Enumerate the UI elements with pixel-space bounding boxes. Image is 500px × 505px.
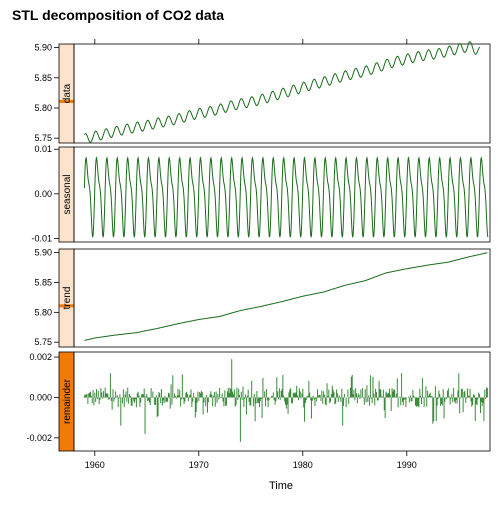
x-axis: 1960 1970 1980 1990 bbox=[85, 39, 417, 470]
plot-frame-data bbox=[73, 43, 491, 144]
y-tick-label-seasonal: 0.00 bbox=[34, 189, 52, 199]
y-tick-label-remainder: 0.002 bbox=[29, 352, 52, 362]
y-tick-label-data: 5.75 bbox=[34, 133, 52, 143]
x-tick-label: 1980 bbox=[293, 460, 313, 470]
y-tick-label-data: 5.90 bbox=[34, 43, 52, 53]
panel-remainder: remainder -0.002 0.000 0.002 bbox=[26, 351, 491, 452]
y-tick-label-remainder: -0.002 bbox=[26, 433, 52, 443]
x-axis-title: Time bbox=[269, 480, 293, 492]
panel-data: data 5.75 5.80 5.85 5.90 bbox=[34, 41, 491, 144]
plot-frame-seasonal bbox=[73, 146, 491, 243]
x-tick-label: 1990 bbox=[397, 460, 417, 470]
y-tick-label-trend: 5.75 bbox=[34, 337, 52, 347]
series-line-data bbox=[84, 41, 481, 144]
x-tick-label: 1970 bbox=[189, 460, 209, 470]
y-tick-label-remainder: 0.000 bbox=[29, 392, 52, 402]
y-tick-label-seasonal: 0.01 bbox=[34, 144, 52, 154]
y-tick-label-data: 5.85 bbox=[34, 73, 52, 83]
strip-label-trend: trend bbox=[62, 287, 73, 310]
chart-title: STL decomposition of CO2 data bbox=[12, 7, 224, 23]
series-line-remainder bbox=[83, 359, 488, 442]
panels: data 5.75 5.80 5.85 5.90 seasonal -0.01 0.00 0.0… bbox=[26, 41, 491, 452]
series-line-trend bbox=[84, 252, 488, 341]
strip-label-remainder: remainder bbox=[62, 378, 73, 424]
x-tick-label: 1960 bbox=[85, 460, 105, 470]
y-tick-label-data: 5.80 bbox=[34, 103, 52, 113]
y-tick-label-trend: 5.85 bbox=[34, 277, 52, 287]
strip-label-seasonal: seasonal bbox=[62, 174, 73, 214]
y-tick-label-trend: 5.80 bbox=[34, 307, 52, 317]
y-tick-label-seasonal: -0.01 bbox=[31, 233, 52, 243]
series-line-seasonal bbox=[83, 156, 489, 238]
y-tick-label-trend: 5.90 bbox=[34, 248, 52, 258]
plot-frame-trend bbox=[73, 248, 491, 348]
strip-label-data: data bbox=[62, 83, 73, 103]
panel-seasonal: seasonal -0.01 0.00 0.01 bbox=[31, 144, 491, 243]
plot-frame-remainder bbox=[73, 351, 491, 452]
panel-trend: trend 5.75 5.80 5.85 5.90 bbox=[34, 248, 491, 348]
